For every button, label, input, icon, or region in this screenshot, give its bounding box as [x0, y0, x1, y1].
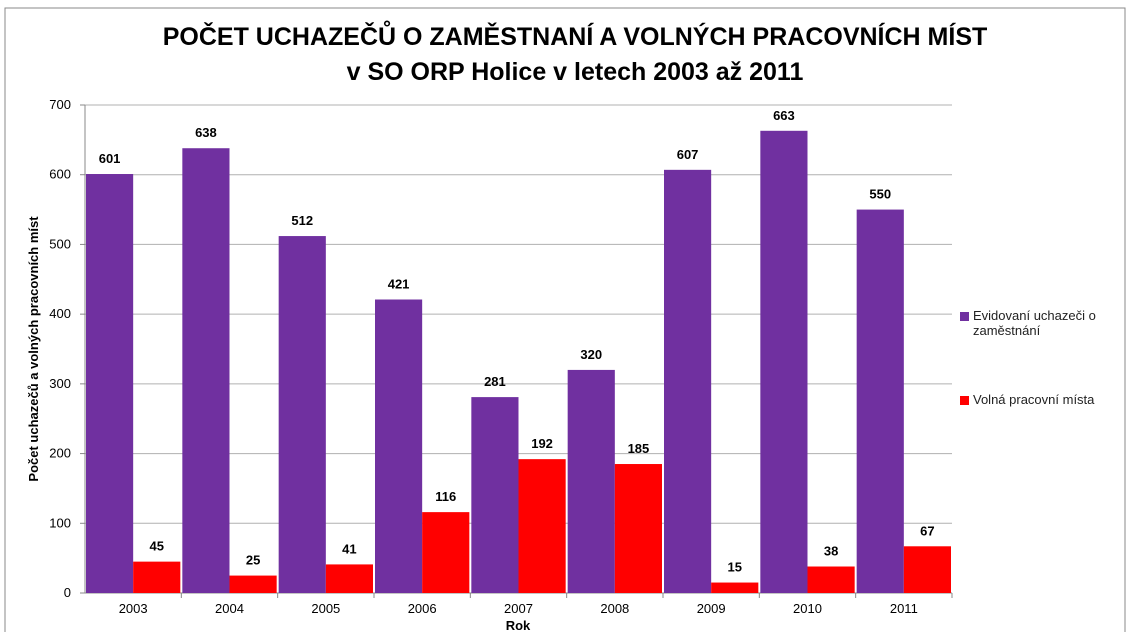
y-tick-label: 700	[49, 97, 71, 112]
value-label: 41	[342, 541, 356, 556]
value-label: 320	[580, 347, 602, 362]
legend-item: Volná pracovní místa	[960, 392, 1125, 407]
chart-title: POČET UCHAZEČŮ O ZAMĚSTNANÍ A VOLNÝCH PR…	[163, 19, 988, 51]
value-label: 116	[435, 489, 456, 504]
bar	[86, 174, 134, 593]
value-label: 281	[484, 374, 506, 389]
legend-swatch	[960, 396, 969, 405]
y-tick-label: 0	[64, 585, 71, 600]
value-label: 421	[388, 277, 410, 292]
value-label: 38	[824, 544, 838, 559]
x-tick-label: 2005	[311, 601, 340, 616]
bar	[614, 464, 662, 593]
bar	[518, 459, 566, 593]
bar	[711, 582, 759, 593]
bar	[278, 236, 326, 593]
x-tick-label: 2011	[890, 601, 918, 616]
bar	[903, 546, 951, 593]
legend: Evidovaní uchazeči o zaměstnání Volná pra…	[960, 308, 1125, 461]
bar	[133, 561, 181, 593]
bar	[807, 566, 855, 593]
y-tick-label: 600	[49, 167, 71, 182]
value-label: 185	[628, 441, 650, 456]
legend-label: Evidovaní uchazeči o zaměstnání	[973, 308, 1096, 338]
value-label: 638	[195, 125, 217, 140]
value-label: 601	[99, 151, 121, 166]
bar	[856, 209, 904, 594]
bar	[471, 397, 519, 593]
value-label: 550	[869, 187, 891, 202]
x-axis-label: Rok	[506, 618, 531, 632]
y-tick-label: 500	[49, 236, 71, 251]
bar	[375, 299, 423, 593]
legend-swatch	[960, 312, 969, 321]
chart-subtitle: v SO ORP Holice v letech 2003 až 2011	[347, 58, 804, 86]
value-label: 192	[531, 436, 553, 451]
value-label: 25	[246, 553, 260, 568]
bar	[760, 130, 808, 593]
bar	[664, 169, 712, 593]
y-tick-label: 400	[49, 306, 71, 321]
bar	[182, 148, 230, 594]
y-tick-label: 100	[49, 515, 71, 530]
y-axis-label: Počet uchazečů a volných pracovních míst	[26, 216, 41, 482]
x-tick-label: 2008	[600, 601, 629, 616]
y-tick-label: 200	[49, 446, 71, 461]
value-label: 45	[150, 539, 164, 554]
x-tick-label: 2003	[119, 601, 148, 616]
x-tick-label: 2004	[215, 601, 244, 616]
bar	[422, 512, 470, 593]
x-tick-label: 2007	[504, 601, 533, 616]
x-tick-label: 2006	[408, 601, 437, 616]
x-tick-label: 2010	[793, 601, 822, 616]
value-label: 663	[773, 108, 795, 123]
y-tick-label: 300	[49, 376, 71, 391]
bar	[567, 369, 615, 593]
value-label: 15	[728, 560, 742, 575]
legend-label: Volná pracovní místa	[973, 392, 1095, 407]
bar	[325, 564, 373, 593]
value-label: 512	[291, 213, 313, 228]
legend-item: Evidovaní uchazeči o zaměstnání	[960, 308, 1125, 338]
bar	[229, 575, 277, 593]
value-label: 67	[920, 523, 934, 538]
x-tick-label: 2009	[697, 601, 726, 616]
value-label: 607	[677, 147, 699, 162]
